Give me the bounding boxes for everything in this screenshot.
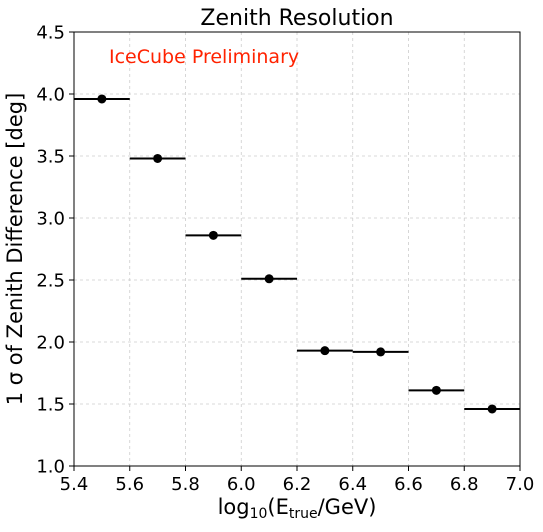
x-tick-label: 5.6: [115, 474, 144, 495]
x-label-sub2: true: [289, 506, 318, 522]
data-point: [97, 94, 107, 104]
y-tick-label: 2.5: [36, 271, 65, 292]
data-marks: [74, 94, 520, 414]
x-label-prefix: log: [218, 495, 250, 519]
axis-ticks: 5.4 5.6 5.8 6.0 6.2 6.4 6.6 6.8 7.0 1.0 1.5 2.0 2.5 3…: [36, 23, 534, 496]
x-tick-label: 6.2: [283, 474, 312, 495]
x-label-mid: (E: [267, 495, 288, 519]
chart-title: Zenith Resolution: [200, 6, 393, 31]
x-label-suffix: /GeV): [318, 495, 377, 519]
y-tick-label: 4.0: [36, 85, 65, 106]
annotation-text: IceCube Preliminary: [109, 46, 299, 68]
x-tick-label: 6.0: [227, 474, 256, 495]
x-label-sub1: 10: [250, 506, 268, 522]
y-tick-label: 1.5: [36, 395, 65, 416]
x-tick-label: 5.8: [171, 474, 200, 495]
data-point: [320, 346, 330, 356]
x-tick-label: 6.6: [394, 474, 423, 495]
data-point: [153, 153, 163, 163]
data-point: [431, 385, 441, 395]
x-tick-label: 7.0: [506, 474, 535, 495]
y-axis-label: 1 σ of Zenith Difference [deg]: [3, 93, 27, 406]
y-tick-label: 3.0: [36, 209, 65, 230]
y-tick-label: 3.5: [36, 147, 65, 168]
data-point: [208, 230, 218, 240]
x-tick-label: 5.4: [60, 474, 89, 495]
data-point: [376, 347, 386, 357]
y-tick-label: 1.0: [36, 457, 65, 478]
x-axis-label: log10(Etrue/GeV): [218, 495, 377, 522]
data-point: [264, 274, 274, 284]
x-tick-label: 6.8: [450, 474, 479, 495]
y-tick-label: 4.5: [36, 23, 65, 44]
y-tick-label: 2.0: [36, 333, 65, 354]
data-point: [487, 404, 497, 414]
x-tick-label: 6.4: [338, 474, 367, 495]
